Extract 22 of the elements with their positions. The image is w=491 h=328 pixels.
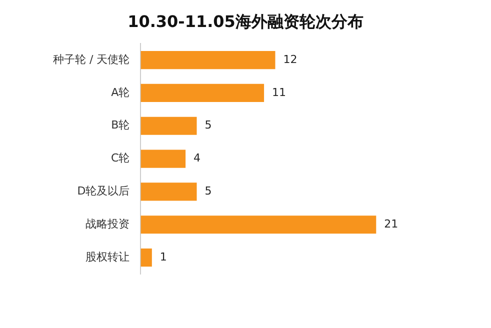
bar [140, 116, 197, 135]
y-tick-label: 战略投资 [86, 217, 130, 230]
bar [140, 182, 197, 201]
bar [140, 248, 152, 267]
bar [140, 51, 276, 70]
bar [140, 150, 186, 168]
y-tick-label: D轮及以后 [77, 184, 130, 198]
data-label: 11 [272, 86, 286, 99]
data-label: 5 [204, 184, 212, 198]
bar [140, 216, 376, 234]
data-label: 12 [283, 52, 298, 66]
y-tick-label: 种子轮 / 天使轮 [52, 52, 130, 66]
data-label: 4 [194, 152, 201, 165]
y-tick-label: C轮 [111, 152, 130, 165]
chart-title: 10.30-11.05海外融资轮次分布 [126, 12, 364, 33]
data-label: 1 [160, 250, 167, 264]
data-label: 5 [204, 118, 212, 132]
y-tick-label: 股权转让 [86, 250, 130, 264]
y-tick-label: B轮 [111, 118, 130, 132]
y-tick-label: A轮 [111, 86, 130, 99]
bar [140, 84, 264, 102]
data-label: 21 [384, 217, 398, 230]
